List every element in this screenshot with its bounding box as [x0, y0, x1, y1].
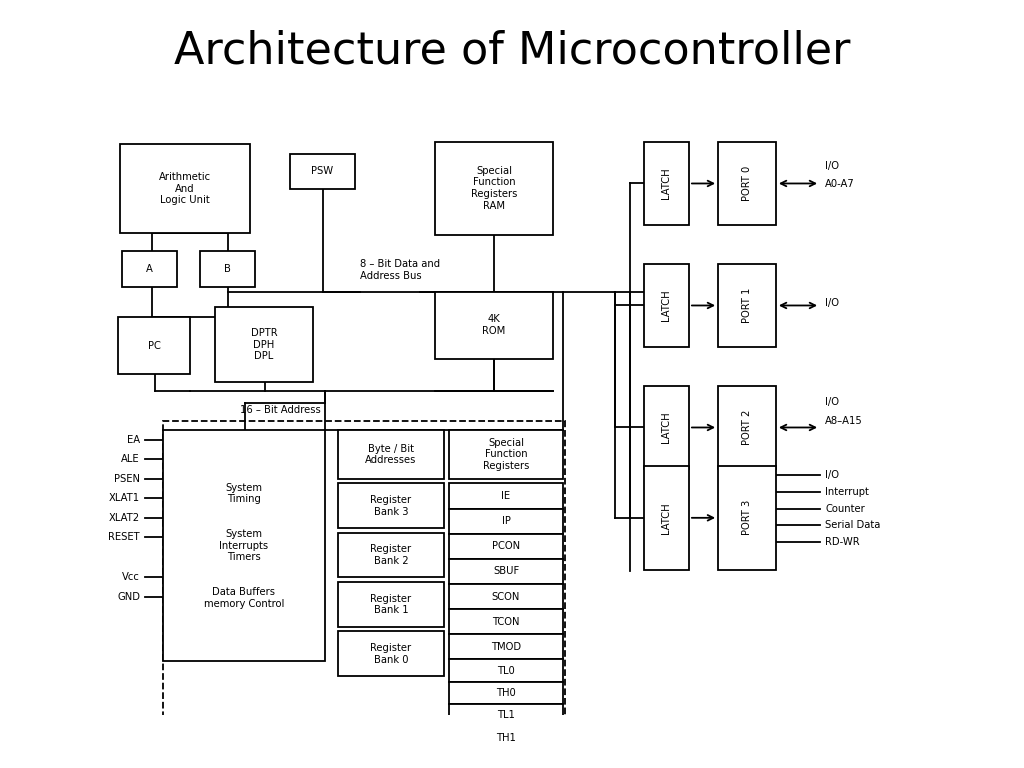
Text: PORT 2: PORT 2: [742, 410, 752, 445]
Text: Serial Data: Serial Data: [825, 520, 881, 530]
Bar: [449, 660, 563, 682]
Text: I/O: I/O: [825, 397, 839, 407]
Text: IE: IE: [502, 491, 511, 501]
Bar: [120, 144, 250, 233]
Text: TL1: TL1: [497, 710, 515, 720]
Bar: [338, 533, 444, 578]
Text: LATCH: LATCH: [662, 290, 672, 321]
Bar: [338, 483, 444, 528]
Text: TL0: TL0: [497, 666, 515, 676]
Text: PORT 1: PORT 1: [742, 288, 752, 323]
Text: A0-A7: A0-A7: [825, 180, 855, 190]
Bar: [449, 634, 563, 660]
Bar: [718, 263, 776, 347]
Bar: [338, 582, 444, 627]
Bar: [338, 430, 444, 478]
Bar: [449, 682, 563, 704]
Text: Arithmetic
And
Logic Unit: Arithmetic And Logic Unit: [159, 172, 211, 205]
Text: Register
Bank 2: Register Bank 2: [371, 545, 412, 566]
Bar: [122, 251, 177, 287]
Text: I/O: I/O: [825, 298, 839, 308]
Text: LATCH: LATCH: [662, 167, 672, 199]
Text: I/O: I/O: [825, 161, 839, 170]
Bar: [435, 141, 553, 235]
Bar: [449, 508, 563, 534]
Text: Counter: Counter: [825, 504, 864, 514]
Text: Special
Function
Registers
RAM: Special Function Registers RAM: [471, 166, 517, 210]
Text: PC: PC: [147, 340, 161, 350]
Text: PSEN: PSEN: [114, 474, 140, 484]
Text: GND: GND: [117, 592, 140, 602]
Text: PSW: PSW: [311, 167, 334, 177]
Bar: [200, 251, 255, 287]
Bar: [644, 263, 689, 347]
Bar: [644, 141, 689, 225]
Text: I/O: I/O: [825, 470, 839, 480]
Text: Special
Function
Registers: Special Function Registers: [482, 438, 529, 471]
Text: RESET: RESET: [109, 532, 140, 542]
Bar: [449, 704, 563, 727]
Text: 4K
ROM: 4K ROM: [482, 314, 506, 336]
Text: Register
Bank 3: Register Bank 3: [371, 495, 412, 517]
Text: PCON: PCON: [492, 541, 520, 551]
Text: LATCH: LATCH: [662, 412, 672, 443]
Bar: [718, 141, 776, 225]
Bar: [449, 430, 563, 478]
Text: A8–A15: A8–A15: [825, 416, 863, 426]
Text: Architecture of Microcontroller: Architecture of Microcontroller: [174, 30, 850, 73]
Bar: [718, 465, 776, 570]
Bar: [449, 559, 563, 584]
Text: A: A: [146, 264, 153, 274]
Text: XLAT1: XLAT1: [109, 493, 140, 503]
Bar: [449, 483, 563, 508]
Text: TCON: TCON: [493, 617, 520, 627]
Text: TH0: TH0: [496, 688, 516, 698]
Text: Vcc: Vcc: [122, 572, 140, 582]
Text: EA: EA: [127, 435, 140, 445]
Text: B: B: [224, 264, 231, 274]
Text: PORT 0: PORT 0: [742, 166, 752, 201]
Bar: [449, 727, 563, 749]
Bar: [449, 609, 563, 634]
Bar: [449, 584, 563, 609]
Text: RD-WR: RD-WR: [825, 537, 859, 547]
Text: LATCH: LATCH: [662, 502, 672, 534]
Text: PORT 3: PORT 3: [742, 500, 752, 535]
Text: IP: IP: [502, 516, 510, 526]
Text: DPTR
DPH
DPL: DPTR DPH DPL: [251, 328, 278, 361]
Bar: [290, 154, 355, 189]
Text: SCON: SCON: [492, 591, 520, 601]
Text: Byte / Bit
Addresses: Byte / Bit Addresses: [366, 444, 417, 465]
Text: System
Timing


System
Interrupts
Timers


Data Buffers
memory Control: System Timing System Interrupts Timers D…: [204, 483, 285, 609]
Text: TH1: TH1: [496, 733, 516, 743]
Text: Interrupt: Interrupt: [825, 487, 869, 497]
Bar: [449, 534, 563, 559]
Bar: [338, 631, 444, 676]
Text: SBUF: SBUF: [493, 566, 519, 576]
Bar: [644, 386, 689, 469]
Text: 16 – Bit Address: 16 – Bit Address: [240, 405, 321, 415]
Bar: [644, 465, 689, 570]
Text: XLAT2: XLAT2: [109, 513, 140, 523]
Text: Register
Bank 0: Register Bank 0: [371, 643, 412, 664]
Bar: [215, 307, 313, 382]
Bar: [118, 316, 190, 374]
Text: 8 – Bit Data and
Address Bus: 8 – Bit Data and Address Bus: [360, 260, 440, 281]
Bar: [435, 292, 553, 359]
Text: Register
Bank 1: Register Bank 1: [371, 594, 412, 615]
Bar: [163, 430, 325, 661]
Text: ALE: ALE: [122, 454, 140, 464]
Bar: [718, 386, 776, 469]
Text: TMOD: TMOD: [490, 642, 521, 652]
Bar: [163, 421, 565, 762]
